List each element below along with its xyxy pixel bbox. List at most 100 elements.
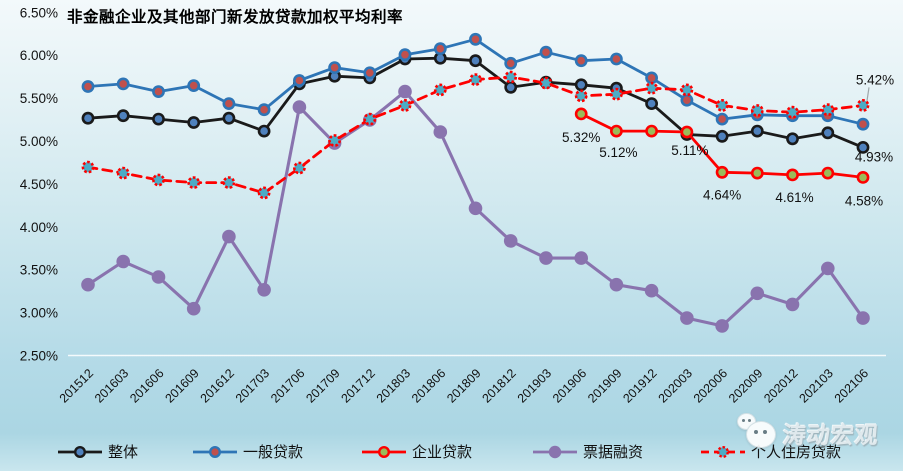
legend-label: 整体 <box>108 444 138 461</box>
data-point <box>715 165 729 179</box>
data-point <box>433 125 448 139</box>
legend-label: 一般贷款 <box>243 444 303 461</box>
data-point <box>539 45 553 59</box>
x-tick-label: 201512 <box>57 366 96 405</box>
series-一般贷款 <box>81 32 870 131</box>
data-point <box>152 173 165 187</box>
data-point <box>187 79 201 92</box>
y-tick-label: 4.50% <box>20 177 58 192</box>
series-企业贷款 <box>574 107 870 184</box>
data-point <box>222 97 236 110</box>
y-tick-label: 3.50% <box>20 263 58 278</box>
x-tick-label: 202012 <box>761 366 800 405</box>
series-整体 <box>81 51 870 154</box>
data-point <box>81 160 95 174</box>
data-point <box>821 126 835 140</box>
data-point <box>469 32 482 46</box>
data-point <box>222 111 236 125</box>
data-point <box>680 311 694 325</box>
data-point <box>574 78 588 92</box>
data-point <box>187 176 201 189</box>
data-point <box>610 52 623 66</box>
data-point <box>469 73 482 86</box>
data-label: 4.58% <box>845 193 883 208</box>
x-tick-label: 201806 <box>409 366 448 405</box>
data-point <box>821 166 835 180</box>
data-point <box>785 297 800 312</box>
y-tick-label: 6.00% <box>20 48 58 63</box>
legend-marker <box>548 445 562 459</box>
legend-marker <box>378 446 391 459</box>
x-tick-label: 201712 <box>339 366 378 405</box>
legend-item-整体: 整体 <box>58 444 138 461</box>
data-point <box>504 56 518 70</box>
data-point <box>786 132 799 146</box>
data-label: 4.64% <box>703 187 741 202</box>
legend-label: 企业贷款 <box>412 443 472 461</box>
data-point <box>680 83 694 97</box>
y-tick-label: 2.50% <box>20 349 58 364</box>
data-point <box>856 170 870 184</box>
data-point <box>503 234 518 248</box>
series-个人住房贷款 <box>81 70 870 200</box>
data-point <box>81 277 95 292</box>
series-line <box>86 75 865 195</box>
data-point <box>433 42 447 56</box>
data-point <box>645 71 658 85</box>
data-point <box>292 100 307 114</box>
x-tick-label: 201709 <box>303 366 342 405</box>
watermark-text: 涛动宏观 <box>781 422 880 448</box>
data-label: 5.32% <box>562 130 600 145</box>
data-point <box>222 229 236 244</box>
data-point <box>574 89 588 103</box>
label-leader-line <box>866 87 870 101</box>
data-point <box>786 105 799 119</box>
x-tick-label: 202003 <box>656 366 695 405</box>
data-point <box>750 286 765 301</box>
y-tick-label: 3.00% <box>20 306 58 321</box>
data-point <box>151 270 166 284</box>
data-point <box>257 186 271 200</box>
data-point <box>187 116 201 129</box>
legend-item-一般贷款: 一般贷款 <box>193 444 303 461</box>
data-point <box>469 54 482 68</box>
data-point <box>750 124 764 138</box>
x-tick-label: 201903 <box>515 366 554 405</box>
data-label: 4.93% <box>855 149 893 164</box>
data-point <box>856 99 870 112</box>
legend-marker <box>73 446 86 459</box>
legend-item-票据融资: 票据融资 <box>533 444 643 461</box>
legend-item-企业贷款: 企业贷款 <box>362 443 472 461</box>
data-label: 5.42% <box>856 72 894 87</box>
x-tick-label: 201609 <box>162 366 201 405</box>
data-point <box>328 61 341 74</box>
data-point <box>292 161 306 175</box>
watermark: 涛动宏观 <box>729 411 889 457</box>
x-tick-label: 201906 <box>550 366 589 405</box>
data-point <box>715 112 729 126</box>
data-point <box>786 168 799 182</box>
data-point <box>645 124 658 138</box>
y-tick-label: 4.00% <box>20 220 58 235</box>
data-point <box>715 319 729 333</box>
data-point <box>750 166 764 180</box>
data-point <box>468 201 483 216</box>
data-point <box>574 251 588 265</box>
data-point <box>152 112 165 126</box>
legend: 整体 一般贷款 企业贷款 票据融资 个人住房贷款 <box>58 443 841 461</box>
data-point <box>821 261 835 276</box>
x-tick-label: 201909 <box>585 366 624 405</box>
legend-label: 票据融资 <box>583 444 643 461</box>
data-point <box>398 84 412 99</box>
x-tick-label: 201706 <box>268 366 307 405</box>
chart-title: 非金融企业及其他部门新发放贷款加权平均利率 <box>67 9 404 26</box>
series-line <box>86 56 865 149</box>
data-point <box>610 124 623 138</box>
x-tick-label: 201912 <box>620 366 659 405</box>
data-point <box>715 129 729 143</box>
data-point <box>610 87 623 101</box>
data-point <box>644 283 659 298</box>
wechat-icon <box>737 413 785 453</box>
data-point <box>116 166 130 180</box>
